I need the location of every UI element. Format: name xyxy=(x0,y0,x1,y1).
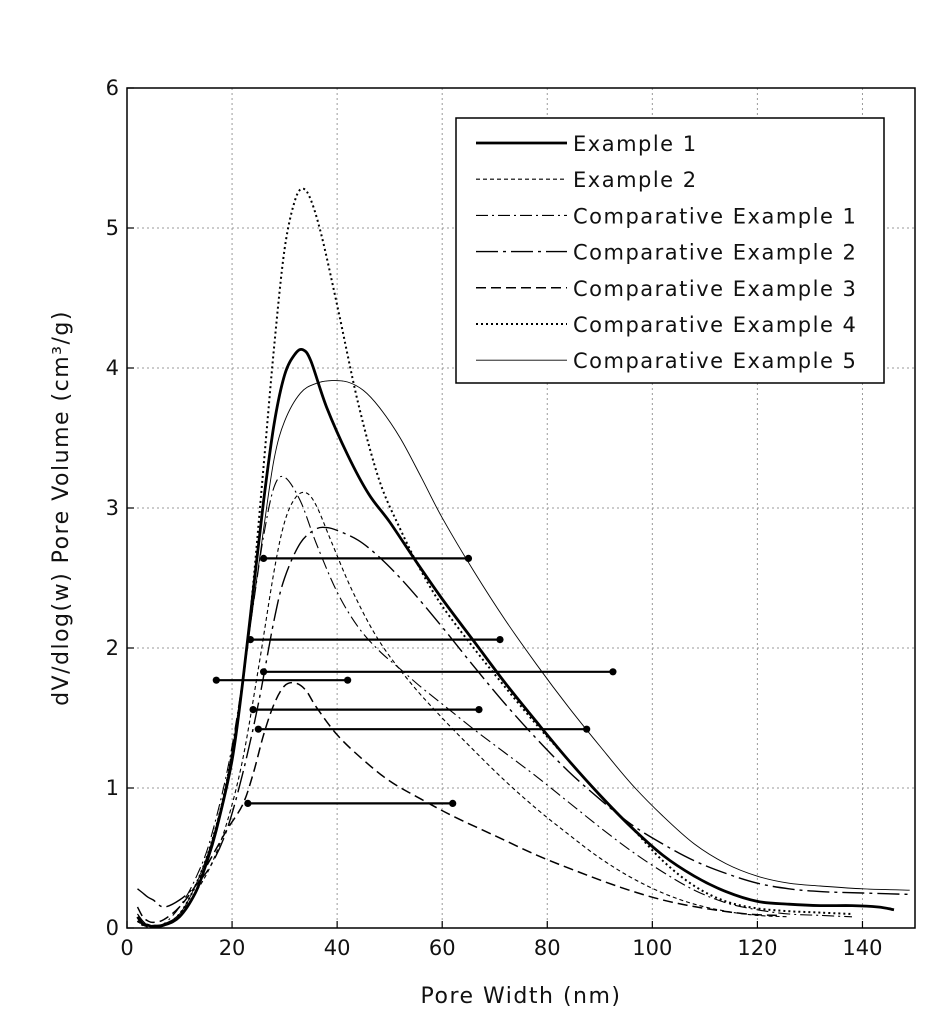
x-tick-label-1: 20 xyxy=(219,936,246,960)
x-axis-label: Pore Width (nm) xyxy=(421,984,622,1009)
y-tick-label-1: 1 xyxy=(106,776,119,800)
annotation-dot-end-7 xyxy=(449,800,456,807)
legend-label-5: Comparative Example 3 xyxy=(573,277,857,301)
legend-label-3: Comparative Example 1 xyxy=(573,204,857,228)
annotation-dot-start-6 xyxy=(255,726,262,733)
y-axis-label: dV/dlog(w) Pore Volume (cm³/g) xyxy=(49,310,74,706)
annotation-dot-end-5 xyxy=(475,706,482,713)
legend: Example 1 Example 2 Comparative Example 1 C… xyxy=(456,118,884,383)
x-tick-label-4: 80 xyxy=(534,936,561,960)
annotation-dot-end-6 xyxy=(583,726,590,733)
annotation-dot-start-7 xyxy=(244,800,251,807)
legend-label-2: Example 2 xyxy=(573,168,698,192)
legend-label-6: Comparative Example 4 xyxy=(573,313,857,337)
y-tick-label-2: 2 xyxy=(106,636,119,660)
x-tick-label-3: 60 xyxy=(429,936,456,960)
y-tick-label-5: 5 xyxy=(106,216,119,240)
annotation-dot-start-2 xyxy=(247,636,254,643)
x-tick-label-6: 120 xyxy=(737,936,777,960)
annotation-dot-end-4 xyxy=(344,677,351,684)
legend-label-7: Comparative Example 5 xyxy=(573,349,857,373)
annotation-dot-start-5 xyxy=(249,706,256,713)
annotation-dot-end-3 xyxy=(609,668,616,675)
x-tick-label-2: 40 xyxy=(324,936,351,960)
annotation-dot-end-2 xyxy=(496,636,503,643)
y-tick-label-4: 4 xyxy=(106,356,119,380)
x-tick-label-7: 140 xyxy=(842,936,882,960)
x-tick-label-5: 100 xyxy=(632,936,672,960)
annotation-dot-start-4 xyxy=(213,677,220,684)
annotation-dot-end-1 xyxy=(465,555,472,562)
y-tick-label-3: 3 xyxy=(106,496,119,520)
legend-label-1: Example 1 xyxy=(573,132,698,156)
annotation-dot-start-3 xyxy=(260,668,267,675)
legend-label-4: Comparative Example 2 xyxy=(573,241,857,265)
y-tick-label-0: 0 xyxy=(106,916,119,940)
y-tick-label-6: 6 xyxy=(106,76,119,100)
x-tick-label-0: 0 xyxy=(120,936,133,960)
annotation-dot-start-1 xyxy=(260,555,267,562)
